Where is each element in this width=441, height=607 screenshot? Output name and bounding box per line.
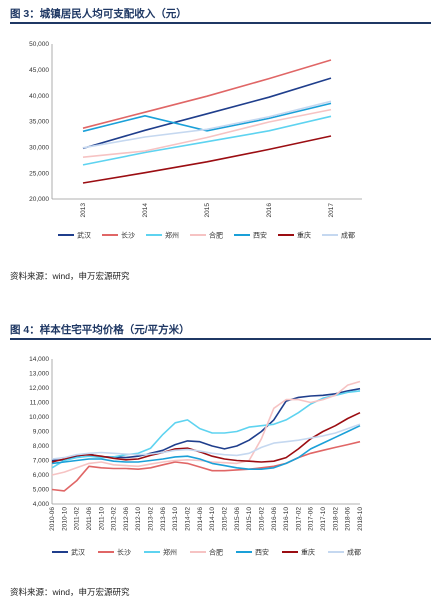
series-line-西安 bbox=[82, 102, 332, 133]
y-tick-label: 40,000 bbox=[29, 93, 49, 100]
x-tick-label: 2017 bbox=[328, 203, 335, 218]
x-tick-label: 2015-10 bbox=[246, 507, 253, 531]
x-tick-label: 2016-02 bbox=[258, 507, 265, 531]
series-line-郑州 bbox=[51, 390, 361, 469]
x-tick-label: 2017-06 bbox=[308, 507, 315, 531]
series-line-长沙 bbox=[51, 440, 361, 492]
x-tick-label: 2013 bbox=[80, 203, 87, 218]
x-tick-label: 2014-06 bbox=[197, 507, 204, 531]
y-tick-label: 45,000 bbox=[29, 67, 49, 74]
x-tick-label: 2016 bbox=[266, 203, 273, 218]
x-tick-label: 2016-06 bbox=[271, 507, 278, 531]
legend-label: 重庆 bbox=[301, 548, 315, 557]
x-tick-label: 2016-10 bbox=[283, 507, 290, 531]
y-tick-label: 12,000 bbox=[29, 385, 49, 392]
y-tick-label: 8,000 bbox=[33, 443, 50, 450]
y-tick-label: 35,000 bbox=[29, 119, 49, 126]
legend-label: 重庆 bbox=[297, 231, 311, 240]
y-tick-label: 11,000 bbox=[30, 400, 50, 407]
y-tick-label: 25,000 bbox=[29, 170, 49, 177]
y-tick-label: 6,000 bbox=[33, 472, 50, 479]
figure-3-title: 图 3：城镇居民人均可支配收入（元） bbox=[10, 8, 187, 20]
x-tick-label: 2014 bbox=[142, 203, 149, 218]
y-tick-label: 10,000 bbox=[29, 414, 49, 421]
y-tick-label: 13,000 bbox=[29, 371, 49, 378]
series-line-西安 bbox=[51, 424, 361, 470]
x-tick-label: 2012-06 bbox=[123, 507, 130, 531]
legend-label: 成都 bbox=[347, 548, 361, 557]
series-line-武汉 bbox=[51, 387, 361, 462]
x-tick-label: 2018-06 bbox=[345, 507, 352, 531]
y-tick-label: 30,000 bbox=[29, 145, 49, 152]
x-tick-label: 2014-02 bbox=[185, 507, 192, 531]
figure-4-chart: 4,000 5,000 6,000 7,000 8,000 9,000 10,000 11,0… bbox=[29, 356, 364, 557]
legend-label: 西安 bbox=[253, 231, 267, 240]
x-tick-label: 2012-10 bbox=[135, 507, 142, 531]
x-tick-label: 2015 bbox=[204, 203, 211, 218]
x-tick-label: 2015-02 bbox=[221, 507, 228, 531]
x-tick-label: 2010-06 bbox=[49, 507, 56, 531]
figure-3-chart: 20,000 25,000 30,000 35,000 40,000 45,000 50,0… bbox=[29, 41, 362, 240]
y-tick-label: 50,000 bbox=[29, 41, 49, 48]
x-tick-label: 2012-02 bbox=[111, 507, 118, 531]
y-tick-label: 9,000 bbox=[33, 429, 50, 436]
legend-label: 郑州 bbox=[165, 232, 179, 240]
x-tick-label: 2011-10 bbox=[98, 507, 105, 531]
legend-label: 合肥 bbox=[209, 548, 223, 557]
x-tick-label: 2013-06 bbox=[160, 507, 167, 531]
legend-label: 合肥 bbox=[209, 231, 223, 240]
legend-label: 西安 bbox=[255, 548, 269, 557]
figure-4-rule bbox=[10, 338, 431, 340]
y-tick-label: 4,000 bbox=[33, 501, 50, 508]
legend-label: 郑州 bbox=[163, 549, 177, 557]
x-tick-label: 2010-10 bbox=[61, 507, 68, 531]
series-line-成都 bbox=[82, 100, 332, 149]
legend-label: 成都 bbox=[341, 231, 355, 240]
y-tick-label: 5,000 bbox=[33, 487, 50, 494]
legend-label: 武汉 bbox=[77, 231, 91, 240]
series-line-重庆 bbox=[51, 411, 361, 463]
series-line-长沙 bbox=[82, 59, 332, 129]
series-line-成都 bbox=[51, 423, 361, 460]
x-tick-label: 2013-10 bbox=[172, 507, 179, 531]
x-tick-label: 2018-10 bbox=[357, 507, 364, 531]
series-line-合肥 bbox=[82, 108, 332, 158]
y-tick-label: 14,000 bbox=[29, 356, 49, 363]
figure-4-title: 图 4：样本住宅平均价格（元/平方米） bbox=[10, 324, 190, 336]
x-tick-label: 2013-02 bbox=[148, 507, 155, 531]
x-tick-label: 2017-02 bbox=[295, 507, 302, 531]
series-line-武汉 bbox=[82, 77, 332, 150]
x-tick-label: 2015-06 bbox=[234, 507, 241, 531]
x-tick-label: 2017-10 bbox=[320, 507, 327, 531]
y-tick-label: 20,000 bbox=[29, 196, 49, 203]
legend-label: 长沙 bbox=[121, 231, 135, 240]
legend-label: 长沙 bbox=[117, 548, 131, 557]
y-tick-label: 7,000 bbox=[33, 458, 50, 465]
x-tick-label: 2011-06 bbox=[86, 507, 93, 531]
x-tick-label: 2014-10 bbox=[209, 507, 216, 531]
x-tick-label: 2011-02 bbox=[74, 507, 81, 531]
legend-label: 武汉 bbox=[71, 548, 85, 557]
figure-3-source: 资料来源：wind，申万宏源研究 bbox=[10, 271, 130, 281]
series-line-重庆 bbox=[82, 135, 332, 184]
figure-3-rule bbox=[10, 22, 431, 24]
series-line-郑州 bbox=[82, 115, 332, 166]
x-tick-label: 2018-02 bbox=[332, 507, 339, 531]
figure-4-source: 资料来源：wind，申万宏源研究 bbox=[10, 587, 130, 597]
